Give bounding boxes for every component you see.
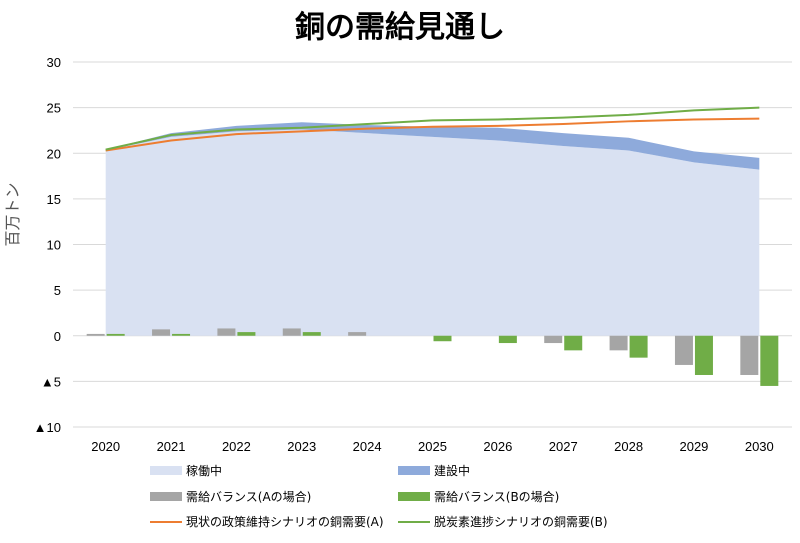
bar-balance-b <box>302 332 321 336</box>
bar-balance-b <box>760 335 779 386</box>
x-tick-label: 2029 <box>679 439 708 454</box>
x-tick-label: 2026 <box>483 439 512 454</box>
x-tick-label: 2022 <box>222 439 251 454</box>
x-tick-label: 2030 <box>745 439 774 454</box>
y-tick-label: 10 <box>47 238 61 253</box>
y-axis-label: 百万トン <box>3 182 22 246</box>
bar-balance-a <box>348 332 367 336</box>
x-tick-label: 2024 <box>353 439 382 454</box>
legend-label: 需給バランス(Bの場合) <box>434 490 560 504</box>
x-tick-label: 2021 <box>157 439 186 454</box>
y-tick-label: 5 <box>54 283 61 298</box>
x-tick-label: 2028 <box>614 439 643 454</box>
bar-balance-b <box>237 332 256 336</box>
chart-title: 銅の需給見通し <box>295 10 505 45</box>
legend-label: 脱炭素進捗シナリオの銅需要(B) <box>434 515 608 529</box>
area-operating <box>105 129 760 336</box>
legend-label: 現状の政策維持シナリオの銅需要(A) <box>186 515 384 529</box>
legend-item: 需給バランス(Aの場合) <box>150 488 311 505</box>
legend-swatch <box>150 492 182 501</box>
bar-balance-b <box>106 333 125 336</box>
y-tick-label: 0 <box>54 329 61 344</box>
line-demand-a <box>105 117 760 152</box>
legend-item: 現状の政策維持シナリオの銅需要(A) <box>150 513 384 530</box>
y-tick-label: 20 <box>47 146 61 161</box>
bar-balance-a <box>609 335 628 351</box>
legend-label: 需給バランス(Aの場合) <box>186 490 312 504</box>
bar-balance-b <box>629 335 648 358</box>
x-tick-label: 2023 <box>287 439 316 454</box>
legend-swatch <box>398 466 430 475</box>
bar-balance-a <box>217 328 236 336</box>
bar-balance-a <box>86 333 105 336</box>
bar-balance-b <box>694 335 713 375</box>
area-under-construction <box>105 122 760 170</box>
legend-item: 建設中 <box>398 462 470 479</box>
x-tick-label: 2020 <box>91 439 120 454</box>
line-demand-b <box>105 106 760 151</box>
bar-balance-b <box>498 335 517 344</box>
y-tick-label: 15 <box>47 192 61 207</box>
legend-item: 需給バランス(Bの場合) <box>398 488 559 505</box>
x-tick-label: 2027 <box>549 439 578 454</box>
legend-swatch <box>150 466 182 475</box>
y-tick-label: ▲5 <box>41 374 61 389</box>
legend-label: 建設中 <box>434 464 471 478</box>
bar-balance-a <box>740 335 759 375</box>
legend-swatch <box>150 520 182 523</box>
y-tick-label: 30 <box>47 55 61 70</box>
legend-item: 脱炭素進捗シナリオの銅需要(B) <box>398 513 608 530</box>
bar-balance-a <box>282 328 301 336</box>
y-tick-label: ▲10 <box>34 420 61 435</box>
bar-balance-b <box>433 335 452 342</box>
bar-balance-b <box>564 335 583 351</box>
bar-balance-a <box>674 335 693 365</box>
bar-balance-a <box>152 329 171 336</box>
legend-swatch <box>398 492 430 501</box>
y-tick-label: 25 <box>47 101 61 116</box>
legend-item: 稼働中 <box>150 462 222 479</box>
bar-balance-a <box>544 335 563 344</box>
legend-swatch <box>398 520 430 523</box>
legend-label: 稼働中 <box>186 464 223 478</box>
x-tick-label: 2025 <box>418 439 447 454</box>
bar-balance-b <box>172 333 191 336</box>
